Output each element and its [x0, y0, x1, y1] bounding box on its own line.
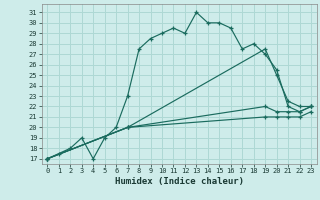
X-axis label: Humidex (Indice chaleur): Humidex (Indice chaleur) — [115, 177, 244, 186]
